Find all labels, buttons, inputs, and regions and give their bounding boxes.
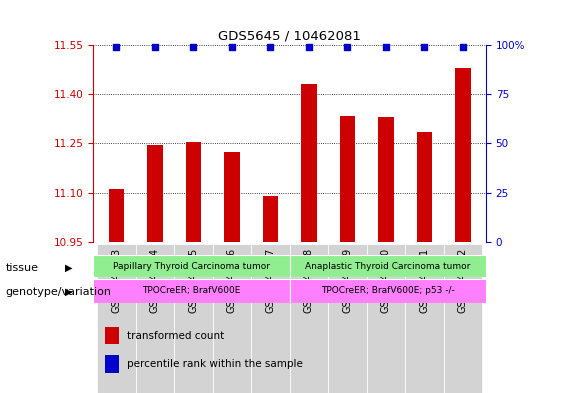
Bar xyxy=(289,279,486,303)
Bar xyxy=(289,255,486,277)
Bar xyxy=(108,189,124,242)
Title: GDS5645 / 10462081: GDS5645 / 10462081 xyxy=(218,29,361,42)
Text: genotype/variation: genotype/variation xyxy=(6,287,112,297)
FancyBboxPatch shape xyxy=(444,244,482,393)
Point xyxy=(420,44,429,50)
Text: TPOCreER; BrafV600E: TPOCreER; BrafV600E xyxy=(142,286,241,295)
Text: ▶: ▶ xyxy=(65,263,72,273)
Text: ▶: ▶ xyxy=(65,287,72,297)
Text: percentile rank within the sample: percentile rank within the sample xyxy=(127,359,302,369)
Bar xyxy=(186,142,201,242)
Point xyxy=(343,44,352,50)
Bar xyxy=(93,279,289,303)
Bar xyxy=(416,132,432,242)
Bar xyxy=(93,255,289,277)
Bar xyxy=(263,196,278,242)
Bar xyxy=(301,84,316,242)
Bar xyxy=(224,152,240,242)
Bar xyxy=(455,68,471,242)
Bar xyxy=(105,355,119,373)
FancyBboxPatch shape xyxy=(328,244,367,393)
Text: Anaplastic Thyroid Carcinoma tumor: Anaplastic Thyroid Carcinoma tumor xyxy=(305,262,471,271)
Bar xyxy=(378,117,393,242)
Text: Papillary Thyroid Carcinoma tumor: Papillary Thyroid Carcinoma tumor xyxy=(113,262,270,271)
Text: transformed count: transformed count xyxy=(127,331,224,341)
Bar xyxy=(340,116,355,242)
Point xyxy=(227,44,236,50)
Bar xyxy=(105,327,119,344)
Bar xyxy=(147,145,163,242)
Point xyxy=(189,44,198,50)
FancyBboxPatch shape xyxy=(367,244,405,393)
Point xyxy=(305,44,314,50)
Point xyxy=(112,44,121,50)
Point xyxy=(381,44,390,50)
Point xyxy=(150,44,159,50)
FancyBboxPatch shape xyxy=(136,244,174,393)
FancyBboxPatch shape xyxy=(174,244,212,393)
FancyBboxPatch shape xyxy=(251,244,289,393)
FancyBboxPatch shape xyxy=(212,244,251,393)
Text: tissue: tissue xyxy=(6,263,38,273)
Point xyxy=(266,44,275,50)
FancyBboxPatch shape xyxy=(97,244,136,393)
Text: TPOCreER; BrafV600E; p53 -/-: TPOCreER; BrafV600E; p53 -/- xyxy=(321,286,455,295)
FancyBboxPatch shape xyxy=(289,244,328,393)
FancyBboxPatch shape xyxy=(405,244,444,393)
Point xyxy=(458,44,467,50)
